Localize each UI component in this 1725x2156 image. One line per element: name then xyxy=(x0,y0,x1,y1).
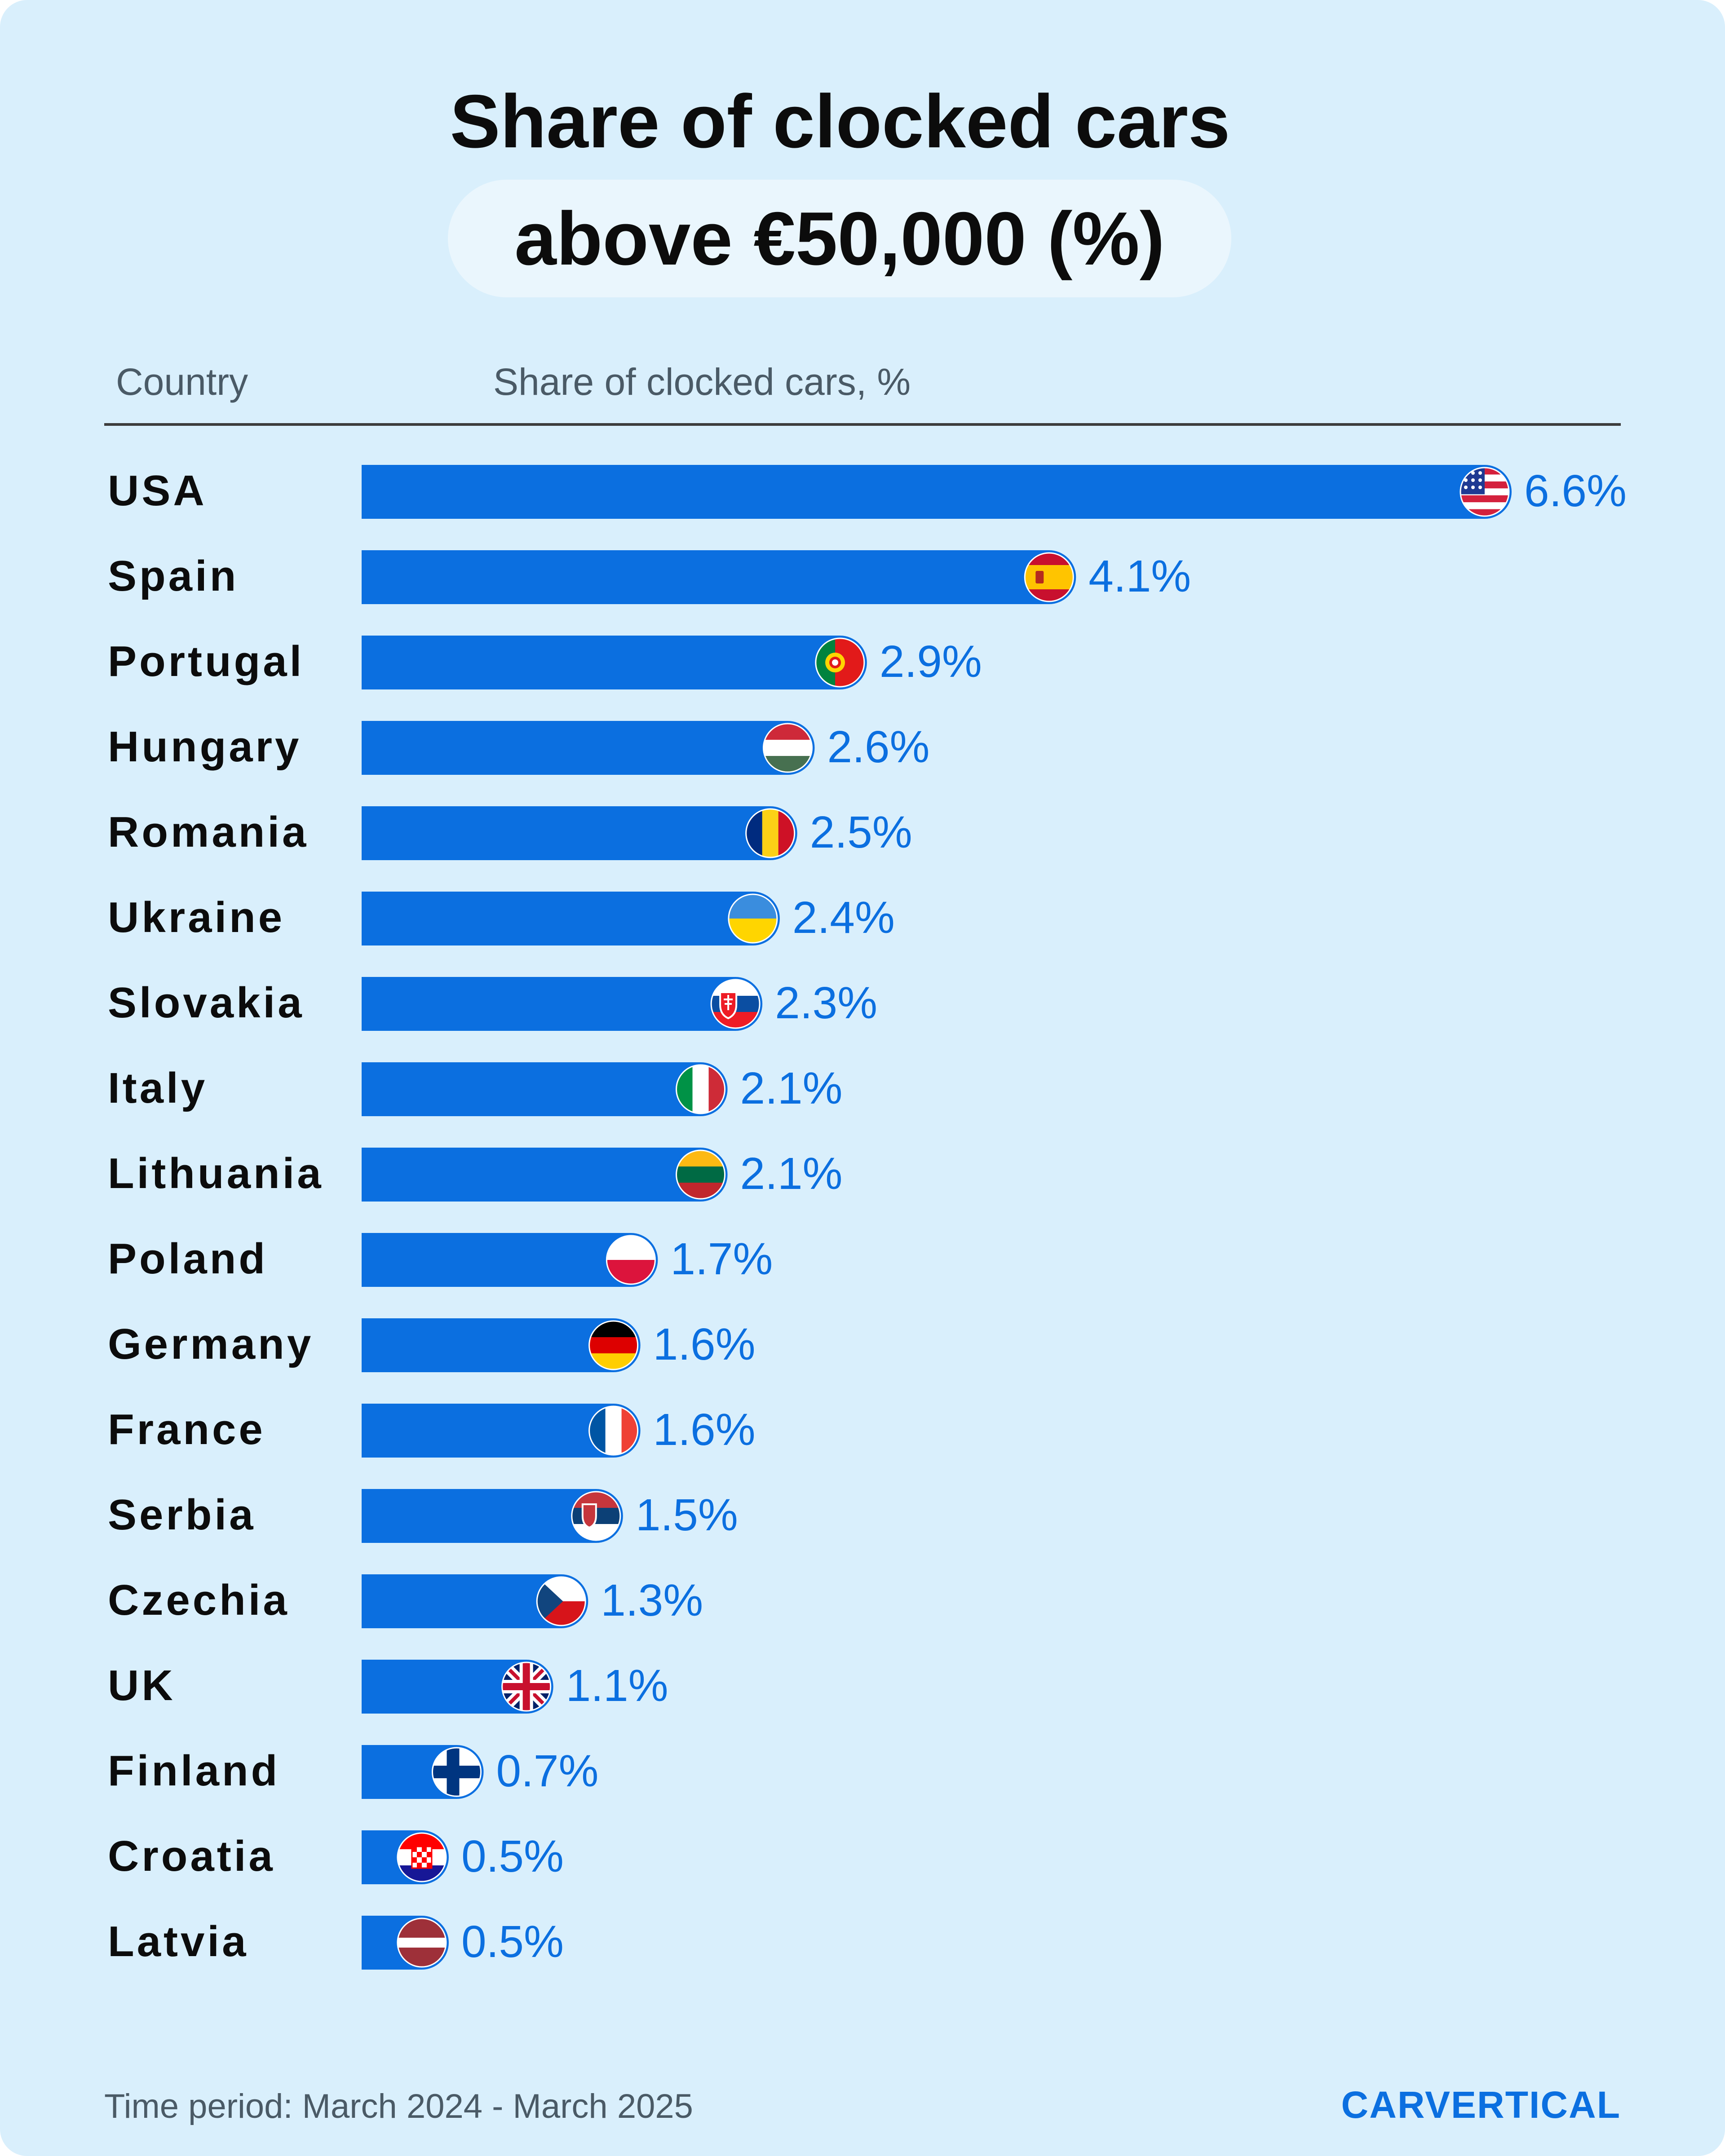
country-label-finland: Finland xyxy=(108,1747,280,1795)
value-label-portugal: 2.9% xyxy=(880,636,982,687)
flag-portugal-icon xyxy=(815,638,864,687)
country-label-czechia: Czechia xyxy=(108,1576,290,1624)
country-label-poland: Poland xyxy=(108,1235,268,1283)
country-label-latvia: Latvia xyxy=(108,1917,248,1966)
bar-france xyxy=(362,1404,641,1458)
chart-subtitle: above €50,000 (%) xyxy=(448,180,1231,297)
value-label-finland: 0.7% xyxy=(496,1746,599,1796)
value-label-uk: 1.1% xyxy=(566,1661,668,1711)
bar-poland xyxy=(362,1233,658,1287)
value-label-france: 1.6% xyxy=(653,1405,756,1455)
brand-logo: CARVERTICAL xyxy=(1341,2084,1621,2126)
value-label-slovakia: 2.3% xyxy=(775,978,877,1028)
country-label-spain: Spain xyxy=(108,552,239,600)
country-label-hungary: Hungary xyxy=(108,723,301,771)
country-label-portugal: Portugal xyxy=(108,637,304,685)
value-label-lithuania: 2.1% xyxy=(740,1149,843,1199)
bar-czechia xyxy=(362,1574,588,1628)
chart-title: Share of clocked cars xyxy=(450,79,1230,163)
country-label-romania: Romania xyxy=(108,808,309,856)
country-label-uk: UK xyxy=(108,1661,176,1710)
bar-lithuania xyxy=(362,1148,728,1202)
value-label-italy: 2.1% xyxy=(740,1063,843,1113)
country-label-germany: Germany xyxy=(108,1320,314,1368)
value-label-poland: 1.7% xyxy=(670,1234,773,1284)
value-label-croatia: 0.5% xyxy=(461,1831,564,1882)
flag-finland-icon xyxy=(432,1748,481,1796)
value-label-czechia: 1.3% xyxy=(601,1575,703,1626)
bar-serbia xyxy=(362,1489,623,1543)
value-label-germany: 1.6% xyxy=(653,1319,756,1370)
country-column-header: Country xyxy=(116,361,248,403)
bar-romania xyxy=(362,806,797,860)
country-label-serbia: Serbia xyxy=(108,1491,256,1539)
country-label-ukraine: Ukraine xyxy=(108,893,285,941)
country-label-lithuania: Lithuania xyxy=(108,1149,324,1197)
country-label-france: France xyxy=(108,1405,265,1454)
flag-usa-icon xyxy=(1460,468,1509,516)
value-column-header: Share of clocked cars, % xyxy=(493,361,911,403)
flag-lithuania-icon xyxy=(676,1150,725,1199)
bar-ukraine xyxy=(362,892,780,945)
header-divider xyxy=(104,423,1621,426)
value-label-ukraine: 2.4% xyxy=(792,892,895,943)
flag-latvia-icon xyxy=(397,1918,446,1967)
bar-spain xyxy=(362,550,1076,604)
value-label-usa: 6.6% xyxy=(1524,466,1627,516)
value-label-latvia: 0.5% xyxy=(461,1917,564,1967)
value-label-romania: 2.5% xyxy=(810,807,912,857)
value-label-hungary: 2.6% xyxy=(827,722,929,772)
country-label-usa: USA xyxy=(108,467,207,515)
bar-portugal xyxy=(362,636,867,689)
bar-slovakia xyxy=(362,977,763,1031)
bar-usa xyxy=(362,465,1512,519)
country-label-italy: Italy xyxy=(108,1064,208,1112)
bar-germany xyxy=(362,1318,641,1372)
bar-hungary xyxy=(362,721,815,775)
flag-uk-icon xyxy=(502,1662,551,1711)
time-period-note: Time period: March 2024 - March 2025 xyxy=(104,2087,693,2125)
country-label-croatia: Croatia xyxy=(108,1832,275,1880)
bar-italy xyxy=(362,1062,728,1116)
flag-spain-icon xyxy=(1025,553,1074,601)
value-label-serbia: 1.5% xyxy=(636,1490,738,1540)
country-label-slovakia: Slovakia xyxy=(108,979,305,1027)
value-label-spain: 4.1% xyxy=(1088,551,1191,601)
